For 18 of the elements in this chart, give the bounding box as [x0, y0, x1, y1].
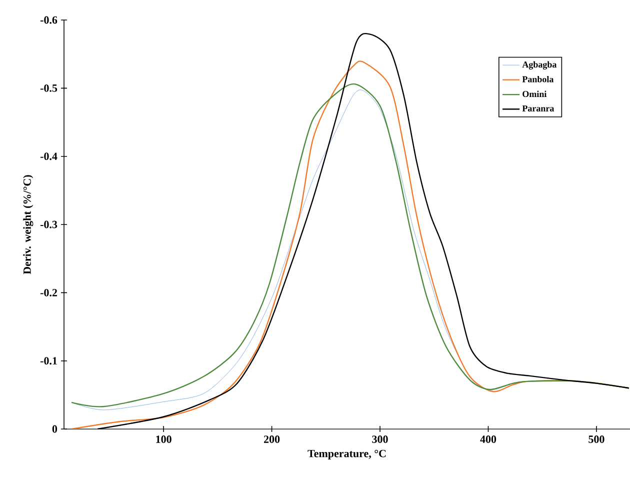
y-tick-label: -0.3 [40, 220, 58, 228]
y-axis-title: Deriv. weight (%/°C) [23, 175, 34, 274]
x-tick-label: 500 [588, 436, 604, 443]
x-tick-label: 200 [264, 436, 280, 443]
x-tick-label: 400 [480, 436, 496, 443]
legend-label: Agbagba [522, 61, 557, 70]
y-tick-label: -0.2 [40, 288, 57, 296]
y-tick-label: -0.1 [40, 357, 57, 365]
x-axis-title: Temperature, °C [308, 450, 386, 460]
y-tick-label: 0 [52, 425, 58, 433]
y-tick-label: -0.4 [40, 152, 58, 160]
x-tick-label: 100 [156, 436, 172, 443]
y-tick-label: -0.5 [40, 84, 58, 92]
x-tick-label: 300 [372, 436, 388, 443]
legend-label: Paranra [522, 105, 554, 112]
y-tick-label: -0.6 [40, 16, 58, 24]
legend-label: Omini [522, 90, 547, 98]
legend-label: Panbola [522, 76, 554, 82]
